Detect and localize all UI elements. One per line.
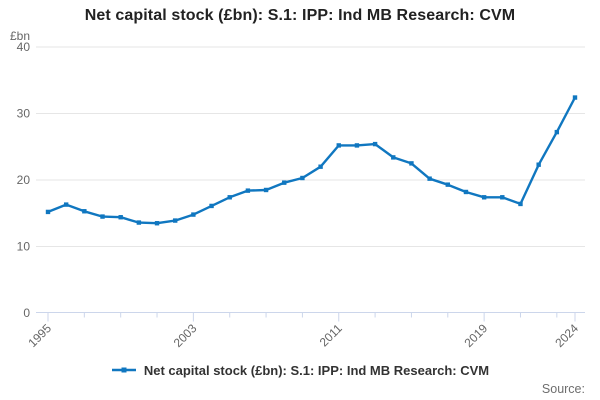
chart-title: Net capital stock (£bn): S.1: IPP: Ind M… <box>84 7 516 24</box>
data-point[interactable] <box>318 164 323 169</box>
x-axis-tick-label: 2011 <box>317 321 345 348</box>
data-point[interactable] <box>191 212 196 217</box>
data-point[interactable] <box>481 195 487 200</box>
data-point[interactable] <box>518 201 523 207</box>
data-point[interactable] <box>154 221 160 226</box>
data-point[interactable] <box>245 188 251 193</box>
x-axis-tick-label: 1995 <box>25 321 54 348</box>
data-point[interactable] <box>173 218 178 223</box>
data-point[interactable] <box>554 129 560 135</box>
data-point[interactable] <box>100 214 105 219</box>
data-point[interactable] <box>136 220 142 225</box>
data-point[interactable] <box>282 180 287 185</box>
y-axis-unit-label: £bn <box>10 29 31 43</box>
x-axis-tick-label: 2019 <box>461 321 490 348</box>
legend-line-marker-icon <box>111 367 136 373</box>
data-point[interactable] <box>118 215 123 220</box>
legend[interactable]: Net capital stock (£bn): S.1: IPP: Ind M… <box>0 361 600 379</box>
data-point[interactable] <box>463 189 469 195</box>
data-point[interactable] <box>45 209 51 215</box>
data-line <box>46 96 577 225</box>
data-point[interactable] <box>409 161 414 166</box>
data-point[interactable] <box>209 203 214 209</box>
y-axis-tick-label: 40 <box>17 40 31 54</box>
data-point[interactable] <box>354 143 360 148</box>
x-axis-tick-label: 2003 <box>171 321 200 348</box>
data-point[interactable] <box>63 202 69 207</box>
data-point[interactable] <box>82 209 87 214</box>
source-label: Source: <box>541 382 585 396</box>
y-axis-tick-label: 20 <box>17 173 31 187</box>
data-point[interactable] <box>227 195 232 200</box>
data-point[interactable] <box>427 176 432 181</box>
data-point[interactable] <box>263 187 269 193</box>
data-point[interactable] <box>372 141 378 147</box>
data-point[interactable] <box>536 162 541 167</box>
data-point[interactable] <box>300 175 305 181</box>
y-axis-tick-label: 0 <box>23 306 30 320</box>
data-point[interactable] <box>500 195 505 200</box>
data-point[interactable] <box>445 182 450 187</box>
data-point[interactable] <box>336 143 341 148</box>
y-axis-tick-label: 10 <box>17 240 31 254</box>
x-axis-tick-label: 2024 <box>552 321 581 348</box>
line-chart-canvas[interactable]: 0 10 20 30 40 1995 2003 2011 2019 2024 <box>0 0 600 348</box>
y-axis-tick-label: 30 <box>17 107 31 121</box>
data-point[interactable] <box>572 95 578 100</box>
data-point[interactable] <box>391 155 396 160</box>
legend-series-label: Net capital stock (£bn): S.1: IPP: Ind M… <box>143 362 490 378</box>
